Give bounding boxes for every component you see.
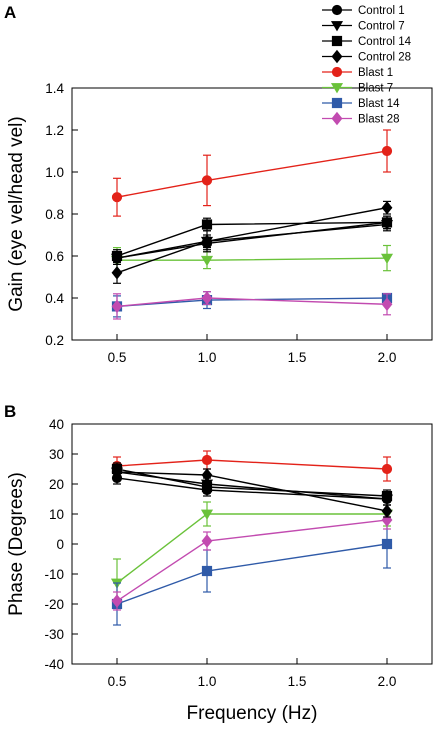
data-point-blast-28 bbox=[201, 534, 213, 548]
x-tick-label: 1.0 bbox=[198, 674, 217, 689]
chart-gain: 0.2 0.4 0.6 0.8 1.0 1.2 1.4 0.5 1.0 1.5 2.0 Gain (e… bbox=[6, 81, 433, 365]
data-point-control-14 bbox=[381, 217, 393, 228]
y-tick-label: 0 bbox=[56, 537, 64, 552]
data-point-control-28 bbox=[381, 200, 393, 215]
y-tick-label: 10 bbox=[49, 507, 64, 522]
data-point-blast-28 bbox=[111, 594, 123, 608]
data-point-blast-1 bbox=[201, 175, 213, 186]
legend-marker-blast-14 bbox=[331, 97, 343, 109]
data-point-blast-14 bbox=[201, 565, 213, 577]
series-line-control-7 bbox=[116, 471, 388, 500]
x-tick-label: 2.0 bbox=[378, 350, 397, 365]
chart-phase: -40 -30 -20 -10 0 10 20 30 40 0.5 1.0 1.5 2.0 Phase (… bbox=[6, 417, 433, 724]
series-line-control-28 bbox=[116, 207, 388, 274]
data-point-control-14 bbox=[111, 250, 123, 262]
y-tick-label: 40 bbox=[49, 417, 64, 432]
plot-frame bbox=[71, 423, 433, 665]
y-tick-label: 1.4 bbox=[45, 81, 64, 96]
x-tick-label: 0.5 bbox=[108, 350, 127, 365]
y-tick-label: 20 bbox=[49, 477, 64, 492]
legend-label-blast-1: Blast 1 bbox=[358, 67, 393, 79]
data-point-blast-1 bbox=[381, 145, 393, 157]
data-point-blast-1 bbox=[201, 454, 213, 466]
y-tick-label: -20 bbox=[44, 597, 64, 612]
data-point-control-28 bbox=[111, 266, 123, 280]
panel-label-a: A bbox=[4, 3, 16, 22]
y-tick-label: 0.8 bbox=[45, 207, 64, 222]
x-tick-label: 1.5 bbox=[288, 674, 307, 689]
legend-marker-blast-7 bbox=[330, 83, 344, 94]
legend-label-blast-7: Blast 7 bbox=[358, 83, 393, 95]
legend-label-blast-28: Blast 28 bbox=[358, 114, 400, 126]
y-tick-label: 0.6 bbox=[45, 249, 64, 264]
legend-marker-control-7 bbox=[330, 21, 344, 32]
data-point-control-28 bbox=[201, 468, 213, 482]
data-point-blast-7 bbox=[200, 255, 214, 267]
series-line-blast-28 bbox=[116, 297, 388, 308]
y-tick-label: 0.2 bbox=[45, 333, 64, 348]
data-point-blast-14 bbox=[381, 538, 393, 550]
legend-label-control-28: Control 28 bbox=[358, 52, 411, 64]
x-tick-label: 2.0 bbox=[378, 674, 397, 689]
panel-label-b: B bbox=[4, 402, 16, 421]
legend-label-blast-14: Blast 14 bbox=[358, 98, 400, 110]
data-point-blast-1 bbox=[381, 463, 393, 475]
x-tick-label: 0.5 bbox=[108, 674, 127, 689]
series-line-blast-1 bbox=[116, 150, 388, 198]
data-point-control-28 bbox=[381, 504, 393, 518]
data-point-blast-28 bbox=[381, 297, 393, 312]
data-point-control-14 bbox=[201, 481, 213, 493]
data-point-control-28 bbox=[111, 465, 123, 479]
y-tick-label: 0.4 bbox=[45, 291, 64, 306]
x-tick-label: 1.5 bbox=[288, 350, 307, 365]
y-tick-label: 30 bbox=[49, 447, 64, 462]
y-tick-label: -40 bbox=[44, 657, 64, 672]
legend-label-control-1: Control 1 bbox=[358, 5, 405, 17]
plot-frame bbox=[71, 87, 433, 341]
legend-label-control-14: Control 14 bbox=[358, 36, 412, 48]
data-point-blast-7 bbox=[380, 253, 394, 264]
y-tick-label: 1.0 bbox=[45, 165, 64, 180]
x-tick-label: 1.0 bbox=[198, 350, 217, 365]
legend-marker-blast-28 bbox=[331, 111, 343, 126]
data-point-blast-28 bbox=[381, 513, 393, 527]
y-axis-title: Phase (Degrees) bbox=[6, 472, 27, 616]
data-point-blast-28 bbox=[201, 291, 213, 305]
chart-legend: Control 1 Control 7 Control 14 Control 28 Bl… bbox=[322, 4, 412, 126]
legend-marker-blast-1 bbox=[331, 66, 343, 78]
data-point-blast-7 bbox=[200, 509, 214, 520]
legend-marker-control-14 bbox=[331, 35, 343, 47]
y-tick-label: 1.2 bbox=[45, 123, 64, 138]
data-point-control-28 bbox=[201, 234, 213, 249]
series-line-blast-1 bbox=[116, 459, 388, 470]
legend-label-control-7: Control 7 bbox=[358, 21, 405, 33]
x-axis-title: Frequency (Hz) bbox=[187, 703, 318, 724]
legend-marker-control-1 bbox=[331, 4, 343, 16]
legend-marker-control-28 bbox=[331, 49, 343, 64]
data-point-blast-1 bbox=[111, 192, 123, 203]
data-point-control-14 bbox=[381, 490, 393, 502]
data-point-control-14 bbox=[201, 219, 213, 230]
y-tick-label: -10 bbox=[44, 567, 64, 582]
y-tick-label: -30 bbox=[44, 627, 64, 642]
data-point-blast-28 bbox=[111, 299, 123, 314]
y-axis-title: Gain (eye vel/head vel) bbox=[6, 116, 27, 311]
